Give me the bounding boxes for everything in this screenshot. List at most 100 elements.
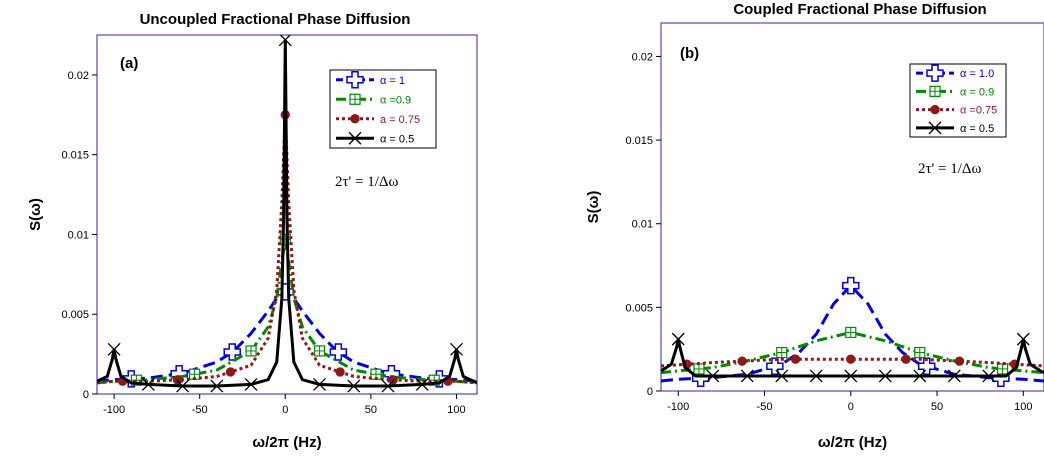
data-point bbox=[693, 363, 705, 375]
data-point bbox=[141, 377, 155, 391]
data-point bbox=[954, 356, 965, 366]
data-point bbox=[313, 345, 326, 357]
data-point bbox=[225, 367, 236, 377]
legend-box bbox=[909, 63, 1007, 138]
data-point bbox=[347, 379, 361, 393]
data-point bbox=[278, 35, 292, 47]
data-point bbox=[172, 375, 183, 385]
x-axis-label: ω/2π (Hz) bbox=[818, 434, 887, 451]
legend-marker bbox=[349, 93, 361, 105]
legend-entry: α = 1.0 bbox=[960, 68, 994, 80]
data-point bbox=[996, 363, 1009, 375]
x-tick-label: 100 bbox=[447, 404, 465, 416]
data-point bbox=[775, 369, 789, 383]
panel-label: (b) bbox=[680, 45, 699, 62]
series-line bbox=[97, 290, 477, 383]
annotation: 2τ' = 1/Δω bbox=[335, 174, 399, 190]
data-point bbox=[947, 369, 961, 383]
x-tick-label: 50 bbox=[931, 401, 943, 413]
data-point bbox=[329, 343, 348, 361]
x-axis-label: ω/2π (Hz) bbox=[252, 434, 321, 451]
data-point bbox=[845, 326, 857, 339]
series-line bbox=[97, 114, 477, 385]
data-point bbox=[335, 367, 345, 377]
data-point bbox=[846, 354, 856, 364]
data-point bbox=[790, 354, 801, 364]
series-line bbox=[661, 338, 1044, 378]
data-point bbox=[878, 369, 892, 383]
data-point bbox=[388, 375, 398, 385]
y-tick-label: 0.01 bbox=[68, 229, 89, 241]
chart-title: Coupled Fractional Phase Diffusion bbox=[733, 1, 986, 18]
annotation: 2τ' = 1/Δω bbox=[918, 161, 982, 177]
series-line bbox=[661, 330, 1044, 375]
legend-marker bbox=[930, 104, 940, 115]
legend-marker bbox=[350, 114, 360, 124]
legend-entry: α = 1 bbox=[380, 75, 405, 87]
legend-entry: α = 0.5 bbox=[960, 123, 994, 135]
y-tick-label: 0.005 bbox=[625, 302, 653, 314]
x-tick-label: -100 bbox=[103, 404, 125, 416]
legend-entry: a = 0.75 bbox=[380, 114, 420, 126]
x-tick-label: -100 bbox=[667, 401, 689, 413]
data-point bbox=[313, 377, 326, 391]
y-tick-label: 0.02 bbox=[68, 70, 89, 82]
data-point bbox=[982, 369, 996, 383]
chart-title: Uncoupled Fractional Phase Diffusion bbox=[140, 11, 411, 28]
data-point bbox=[381, 379, 395, 393]
data-point bbox=[842, 276, 860, 295]
data-point bbox=[766, 357, 784, 375]
y-tick-label: 0.02 bbox=[632, 51, 653, 63]
series-line bbox=[97, 239, 477, 385]
data-point bbox=[740, 369, 754, 383]
chart-uncoupled: Uncoupled Fractional Phase Diffusion 0 0.0… bbox=[27, 11, 478, 451]
plot-frame bbox=[660, 22, 1044, 392]
legend-marker bbox=[346, 71, 364, 89]
x-tick-label: 100 bbox=[1014, 401, 1032, 413]
data-point bbox=[776, 346, 788, 359]
data-point bbox=[913, 369, 927, 383]
data-point bbox=[809, 369, 823, 383]
plot-frame bbox=[96, 34, 478, 395]
x-tick-label: 0 bbox=[848, 401, 854, 413]
series-group bbox=[661, 276, 1044, 387]
y-tick-label: 0.005 bbox=[61, 309, 89, 321]
legend-entry: α = 0.5 bbox=[380, 133, 414, 145]
legend-marker bbox=[348, 131, 362, 145]
data-point bbox=[170, 364, 188, 383]
legend-entry: α =0.75 bbox=[960, 105, 997, 117]
y-tick-label: 0.015 bbox=[625, 135, 653, 147]
legend-entry: α = 0.9 bbox=[960, 86, 994, 98]
data-point bbox=[244, 377, 258, 391]
y-tick-label: 0.015 bbox=[61, 150, 89, 162]
data-point bbox=[245, 345, 257, 357]
data-point bbox=[917, 357, 936, 375]
data-point bbox=[844, 369, 858, 383]
x-tick-label: -50 bbox=[757, 401, 773, 413]
data-point bbox=[176, 379, 190, 393]
data-point bbox=[107, 342, 121, 356]
x-tick-label: 0 bbox=[282, 404, 288, 416]
data-point bbox=[415, 377, 429, 391]
data-point bbox=[706, 369, 720, 383]
legend: α = 1.0 α = 0.9 α =0.75 α = 0.5 bbox=[909, 63, 1007, 138]
chart-coupled: Coupled Fractional Phase Diffusion 0 0.005… bbox=[585, 1, 1044, 451]
data-point bbox=[1016, 332, 1030, 346]
data-point bbox=[737, 356, 747, 366]
x-tick-label: 50 bbox=[365, 404, 377, 416]
legend-entry: α =0.9 bbox=[380, 94, 411, 106]
y-tick-label: 0.01 bbox=[632, 219, 653, 231]
panel-label: (a) bbox=[120, 55, 138, 72]
legend: α = 1 α =0.9 a = 0.75 α = 0.5 bbox=[329, 69, 437, 149]
data-point bbox=[914, 346, 926, 359]
legend-marker bbox=[929, 85, 941, 97]
y-axis-label: S(ω) bbox=[27, 198, 44, 231]
data-point bbox=[901, 354, 911, 364]
y-tick-label: 0 bbox=[647, 386, 653, 398]
x-tick-label: -50 bbox=[192, 404, 208, 416]
legend-marker bbox=[928, 121, 942, 135]
y-tick-label: 0 bbox=[83, 389, 89, 401]
series-group bbox=[97, 35, 477, 393]
data-point bbox=[210, 379, 224, 393]
